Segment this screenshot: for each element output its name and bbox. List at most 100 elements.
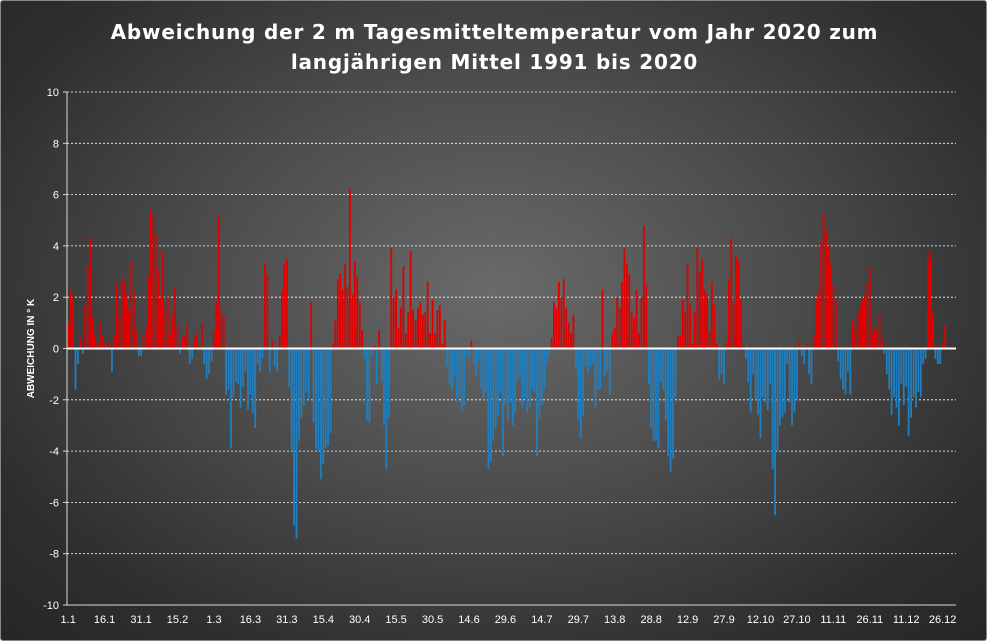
bar [290, 348, 293, 452]
bar [244, 348, 247, 372]
bar [511, 348, 514, 426]
bar [438, 304, 441, 349]
bar [322, 348, 325, 464]
bar [732, 302, 735, 349]
bar [842, 348, 844, 390]
y-tick-label: -6 [49, 497, 59, 509]
bar [854, 327, 857, 349]
bar [506, 348, 509, 421]
bar [176, 325, 179, 349]
bar [606, 348, 609, 372]
bar [142, 335, 145, 349]
bar [200, 322, 203, 349]
bar [803, 348, 806, 364]
bar [499, 348, 502, 393]
x-tick-label: 13.8 [604, 614, 625, 626]
bar [553, 302, 555, 349]
bar [497, 348, 500, 416]
bar [596, 348, 599, 390]
bar [531, 348, 534, 390]
bar [81, 348, 84, 354]
x-tick-label: 26.12 [929, 614, 957, 626]
chart-title: Abweichung der 2 m Tagesmitteltemperatur… [1, 17, 987, 77]
bar [752, 348, 755, 375]
bar [771, 348, 774, 470]
x-tick-label: 27.10 [783, 614, 811, 626]
bar [907, 348, 910, 436]
bar [565, 307, 568, 349]
bar [256, 348, 259, 364]
chart-title-line-2: langjährigen Mittel 1991 bis 2020 [290, 50, 699, 74]
bar [390, 248, 393, 349]
bar [932, 312, 934, 349]
bar [140, 348, 142, 357]
bar [584, 348, 587, 367]
bar [839, 348, 842, 380]
bar [242, 348, 245, 387]
bar [489, 348, 492, 462]
bar [604, 348, 606, 377]
x-tick-label: 15.2 [167, 614, 188, 626]
bar [145, 327, 147, 349]
bar [419, 302, 422, 349]
bar [268, 348, 271, 372]
bar [664, 348, 667, 421]
bar [514, 348, 517, 413]
bar [157, 268, 159, 349]
bar [706, 294, 708, 349]
bar [395, 289, 398, 349]
bar [944, 325, 946, 349]
bar [188, 348, 191, 364]
bar [774, 348, 776, 516]
bar [504, 348, 507, 405]
bar [453, 348, 456, 377]
bar [761, 348, 764, 398]
bar [574, 348, 577, 370]
bar [672, 348, 674, 459]
bar [166, 297, 169, 349]
bar [859, 304, 861, 349]
bar [861, 299, 864, 349]
bar [344, 263, 347, 349]
bar [329, 348, 332, 434]
bar [696, 248, 699, 349]
bar [834, 299, 837, 349]
bar [460, 348, 463, 411]
bar [616, 297, 619, 349]
bar [936, 348, 939, 364]
bar [876, 330, 878, 349]
y-tick-label: -4 [49, 446, 59, 458]
bar [123, 281, 125, 349]
bar [115, 284, 118, 349]
bar [810, 348, 813, 385]
bar [747, 348, 750, 382]
bar [727, 279, 730, 349]
bar [898, 348, 900, 426]
bar [684, 312, 687, 349]
bar [832, 284, 835, 349]
bar [905, 348, 908, 387]
x-tick-label: 29.6 [495, 614, 516, 626]
bar [186, 322, 189, 349]
y-tick-label: 2 [53, 292, 59, 304]
bar [79, 338, 82, 349]
bar [681, 299, 684, 349]
x-tick-label: 11.11 [820, 614, 846, 626]
bar [281, 289, 283, 349]
bar [669, 348, 672, 472]
bar [324, 348, 327, 449]
bar [538, 348, 541, 418]
bar [137, 348, 140, 357]
bar [800, 348, 803, 357]
bar [793, 348, 796, 413]
bar [366, 348, 368, 421]
bar [319, 348, 322, 480]
bar [492, 348, 495, 441]
bar [708, 330, 711, 349]
bar [686, 263, 689, 349]
bar [317, 348, 320, 452]
bar [424, 312, 427, 349]
bar [361, 330, 364, 349]
bar [868, 266, 871, 349]
bar [94, 333, 96, 349]
